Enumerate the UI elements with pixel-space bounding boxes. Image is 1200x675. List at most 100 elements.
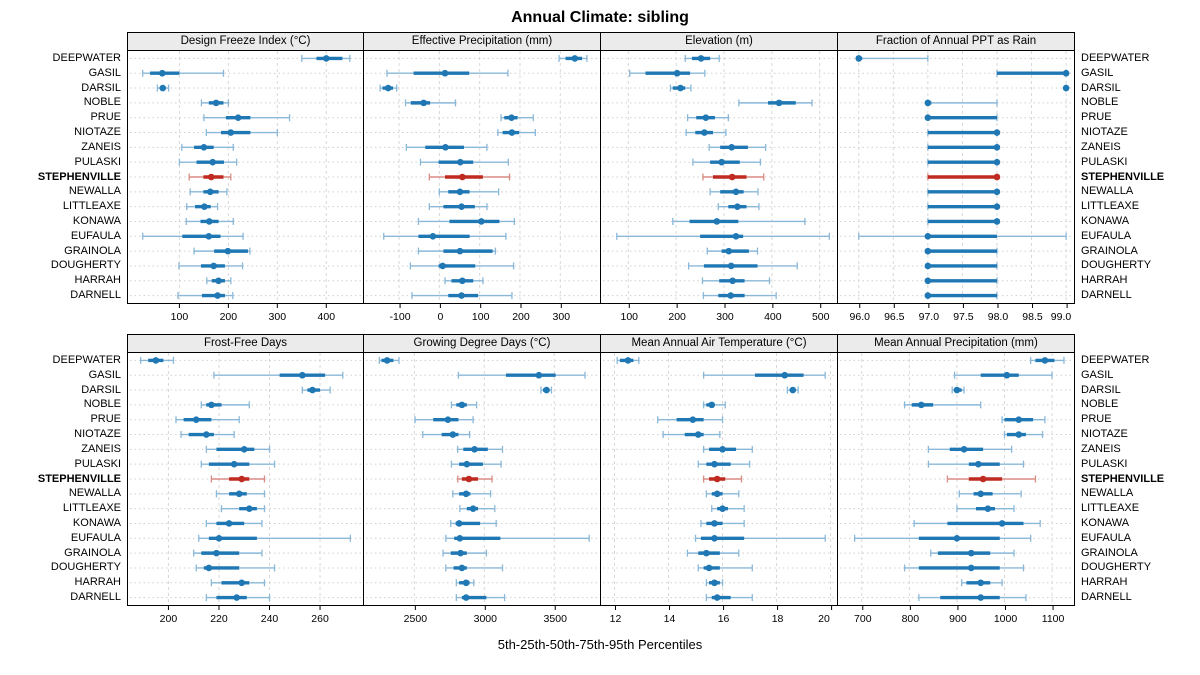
series-darnell: [205, 594, 271, 602]
axis-tick-label: 16: [718, 613, 730, 625]
station-label-left-grainola: GRAINOLA: [64, 244, 121, 257]
series-harrah: [961, 579, 1003, 587]
axis-tick-label: 800: [902, 613, 920, 625]
series-eufaula: [853, 534, 1032, 542]
station-label-right-darnell: DARNELL: [1081, 591, 1132, 603]
panel-header-growing-degree-days-c: Growing Degree Days (°C): [364, 334, 601, 353]
station-label-left-gasil: GASIL: [88, 66, 121, 79]
station-label-right-prue: PRUE: [1081, 413, 1112, 426]
station-label-right-harrah: HARRAH: [1081, 576, 1128, 589]
station-label-right-newalla: NEWALLA: [1081, 185, 1134, 198]
median-dot: [977, 490, 985, 498]
median-dot: [458, 564, 466, 572]
series-gasil: [702, 371, 826, 379]
chart-title: Annual Climate: sibling: [511, 9, 689, 26]
median-dot: [697, 55, 705, 62]
axis-tick-label: 240: [261, 613, 279, 625]
median-dot: [420, 99, 427, 107]
series-noble: [450, 401, 478, 409]
station-label-left-eufaula: EUFAULA: [70, 229, 121, 242]
station-label-left-gasil: GASIL: [88, 368, 121, 381]
median-dot: [212, 99, 220, 107]
median-dot: [456, 247, 464, 255]
axis-canvas-fraction-of-annual-ppt-as-rain: 96.0 96.5 97.0 97.5 98.0 98.5 99.0: [850, 304, 1071, 323]
median-dot: [429, 232, 437, 240]
axis-tick-label: 98.5: [1022, 311, 1043, 323]
series-grainola: [930, 549, 1015, 557]
series-prue: [203, 114, 291, 122]
station-label-left-konawa: KONAWA: [72, 516, 121, 529]
panel-header-mean-annual-precipitation-mm: Mean Annual Precipitation (mm): [838, 334, 1075, 353]
median-dot: [711, 579, 718, 587]
median-dot: [984, 505, 992, 512]
median-dot: [781, 371, 788, 379]
series-niotaze: [422, 431, 471, 439]
median-dot: [201, 203, 208, 210]
panel-row-1: Design Freeze Index (°C) Effective Precip…: [0, 32, 1200, 329]
median-dot: [462, 579, 470, 587]
series-zaneis: [927, 445, 1013, 453]
median-dot: [383, 357, 391, 364]
series-niotaze: [180, 431, 235, 439]
station-label-left-darnell: DARNELL: [70, 289, 121, 301]
series-gasil: [629, 69, 706, 77]
series-dougherty: [924, 262, 998, 270]
station-label-left-stephenville: STEPHENVILLE: [37, 472, 121, 485]
median-dot: [224, 247, 232, 255]
station-label-left-noble: NOBLE: [83, 96, 121, 109]
station-label-right-darsil: DARSIL: [1081, 383, 1121, 396]
panel-elevation-m: [601, 51, 838, 304]
median-dot: [469, 505, 477, 512]
station-label-right-prue: PRUE: [1081, 111, 1112, 124]
series-littleaxe: [459, 505, 496, 513]
series-littleaxe: [186, 203, 219, 211]
median-dot: [457, 549, 464, 557]
series-stephenville: [457, 475, 493, 483]
axis-frost-free-days: 200 220 240 260: [127, 606, 364, 631]
median-dot: [210, 262, 217, 270]
median-dot: [1062, 69, 1070, 77]
median-dot: [535, 371, 543, 379]
axis-tick-label: 900: [949, 613, 967, 625]
median-dot: [449, 431, 457, 438]
median-dot: [729, 277, 736, 285]
axis-canvas-effective-precipitation-mm: -100 0 100 200 300: [390, 304, 570, 323]
median-dot: [159, 84, 167, 92]
series-konawa: [913, 519, 1041, 527]
median-dot: [713, 475, 721, 483]
station-label-left-niotaze: NIOTAZE: [74, 126, 121, 139]
station-label-left-noble: NOBLE: [83, 398, 121, 411]
series-stephenville: [428, 173, 511, 181]
station-labels-left: DEEPWATER GASIL DARSIL NOBLE PRUE NIOTAZE ZANE…: [0, 51, 127, 303]
axis-tick-label: 300: [269, 311, 287, 323]
axis-tick-label: 96.0: [850, 311, 871, 323]
median-dot: [728, 173, 736, 181]
axis-mean-annual-precipitation-mm: 700 800 900 1000 1100: [838, 606, 1075, 631]
axis-tick-label: 96.5: [884, 311, 905, 323]
station-label-left-pulaski: PULASKI: [74, 457, 121, 470]
series-newalla: [705, 490, 740, 498]
series-harrah: [455, 579, 475, 587]
median-dot: [713, 594, 721, 601]
median-dot: [459, 173, 466, 181]
panel-frost-free-days: [127, 353, 364, 606]
median-dot: [158, 69, 166, 77]
series-zaneis: [457, 445, 504, 453]
series-konawa: [205, 519, 263, 527]
station-label-right-pulaski: PULASKI: [1081, 155, 1128, 168]
series-noble: [924, 99, 998, 107]
median-dot: [213, 549, 220, 557]
station-label-right-eufaula: EUFAULA: [1081, 531, 1132, 544]
median-dot: [727, 292, 735, 299]
series-noble: [404, 99, 457, 107]
median-dot: [322, 55, 330, 62]
series-darsil: [951, 386, 965, 394]
series-gasil: [142, 69, 225, 77]
series-deepwater: [616, 356, 640, 364]
axis-tick-label: 0: [437, 311, 443, 323]
axis-tick-label: 200: [668, 311, 686, 323]
station-label-right-deepwater: DEEPWATER: [1081, 354, 1150, 366]
median-dot: [967, 549, 975, 557]
station-label-left-harrah: HARRAH: [74, 576, 121, 589]
series-deepwater: [1030, 356, 1065, 364]
